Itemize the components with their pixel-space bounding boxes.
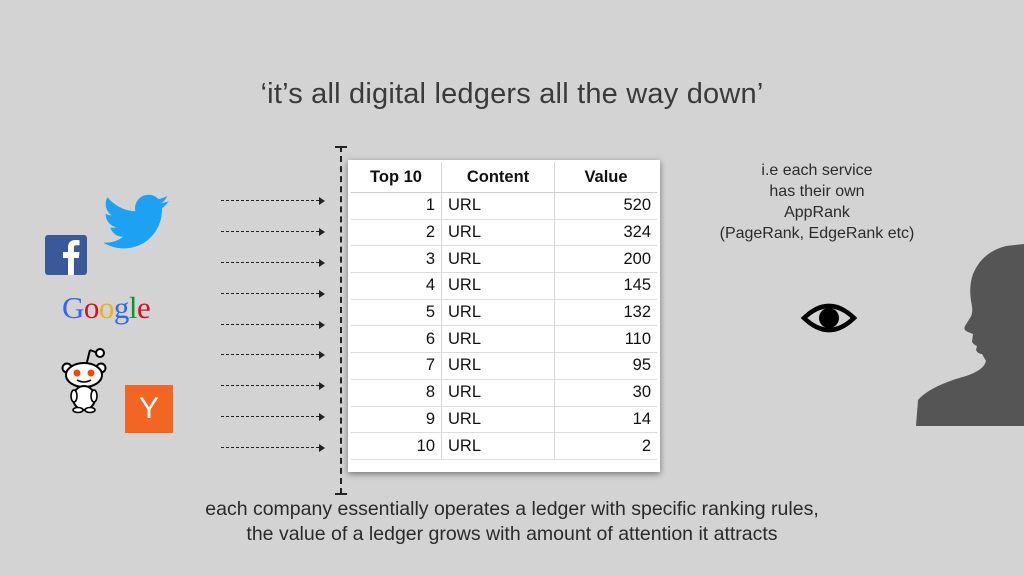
slide-caption: each company essentially operates a ledg… <box>0 497 1024 547</box>
ledger-header-row: Top 10 Content Value <box>351 162 657 193</box>
arrow <box>221 381 325 390</box>
table-row: 8 URL 30 <box>351 379 657 407</box>
value-cell: 95 <box>554 352 657 380</box>
header-content: Content <box>441 162 555 193</box>
hacker-news-icon: Y <box>125 385 173 433</box>
content-cell: URL <box>441 352 555 380</box>
arrow <box>221 227 325 236</box>
value-cell: 2 <box>554 432 657 460</box>
rank-cell: 4 <box>351 272 442 300</box>
rank-cell: 9 <box>351 406 442 434</box>
content-cell: URL <box>441 379 555 407</box>
rank-cell: 3 <box>351 245 442 274</box>
caption-line: the value of a ledger grows with amount … <box>246 523 778 545</box>
table-row: 6 URL 110 <box>351 325 657 354</box>
table-row: 9 URL 14 <box>351 406 657 434</box>
rank-cell: 1 <box>351 192 442 220</box>
note-line: i.e each service <box>761 162 873 179</box>
bracket-cap-bottom <box>335 493 347 495</box>
rank-cell: 6 <box>351 325 442 354</box>
table-row: 3 URL 200 <box>351 245 657 274</box>
value-cell: 520 <box>554 192 657 220</box>
apprank-note: i.e each service has their own AppRank (… <box>700 160 934 244</box>
content-cell: URL <box>441 406 555 434</box>
value-cell: 324 <box>554 219 657 247</box>
hacker-news-letter: Y <box>138 392 159 425</box>
rank-cell: 7 <box>351 352 442 380</box>
content-cell: URL <box>441 325 555 354</box>
eye-icon <box>800 303 858 333</box>
note-line: AppRank <box>784 204 850 221</box>
rank-cell: 5 <box>351 299 442 327</box>
content-cell: URL <box>441 432 555 460</box>
value-cell: 200 <box>554 245 657 274</box>
header-top10: Top 10 <box>351 162 442 193</box>
content-cell: URL <box>441 192 555 220</box>
rank-cell: 10 <box>351 432 442 460</box>
arrow <box>221 350 325 359</box>
google-logo: Google <box>62 290 151 325</box>
arrow <box>221 443 325 452</box>
table-row: 10 URL 2 <box>351 432 657 460</box>
twitter-icon <box>104 194 169 249</box>
value-cell: 14 <box>554 406 657 434</box>
note-line: (PageRank, EdgeRank etc) <box>719 225 915 242</box>
arrow <box>221 412 325 421</box>
value-cell: 110 <box>554 325 657 354</box>
rank-cell: 8 <box>351 379 442 407</box>
person-silhouette-icon <box>916 244 1024 426</box>
header-value: Value <box>554 162 657 193</box>
ledger-table: Top 10 Content Value 1 URL 520 2 URL 324 3 UR… <box>351 162 657 460</box>
rank-cell: 2 <box>351 219 442 247</box>
facebook-icon <box>45 235 87 275</box>
content-cell: URL <box>441 219 555 247</box>
value-cell: 30 <box>554 379 657 407</box>
table-row: 4 URL 145 <box>351 272 657 300</box>
content-cell: URL <box>441 272 555 300</box>
slide-title: ‘it’s all digital ledgers all the way do… <box>260 78 764 110</box>
bracket-line <box>340 146 342 494</box>
value-cell: 132 <box>554 299 657 327</box>
table-row: 5 URL 132 <box>351 299 657 327</box>
table-row: 2 URL 324 <box>351 219 657 247</box>
arrow <box>221 289 325 298</box>
reddit-icon <box>61 348 107 414</box>
table-row: 1 URL 520 <box>351 192 657 220</box>
caption-line: each company essentially operates a ledg… <box>205 498 819 520</box>
arrow <box>221 258 325 267</box>
arrow <box>221 320 325 329</box>
note-line: has their own <box>769 183 865 200</box>
ledger-table-card: Top 10 Content Value 1 URL 520 2 URL 324 3 UR… <box>348 160 660 472</box>
arrow <box>221 196 325 205</box>
content-cell: URL <box>441 245 555 274</box>
value-cell: 145 <box>554 272 657 300</box>
content-cell: URL <box>441 299 555 327</box>
table-row: 7 URL 95 <box>351 352 657 380</box>
